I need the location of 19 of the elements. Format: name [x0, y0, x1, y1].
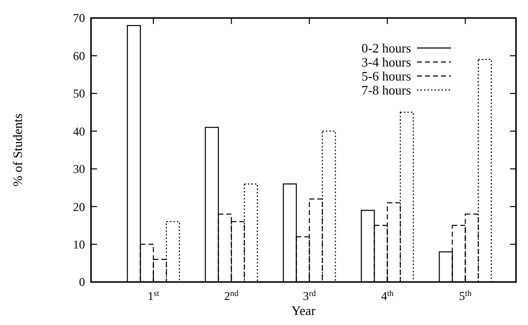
legend-label: 7-8 hours — [362, 82, 411, 98]
y-tick-label: 50 — [73, 86, 85, 101]
y-tick-label: 30 — [73, 162, 85, 176]
x-tick-label: 5$^{th}$ — [459, 288, 472, 303]
y-tick-label: 0 — [79, 275, 85, 290]
y-tick-label: 10 — [73, 237, 85, 252]
legend-label: 5-6 hours — [362, 68, 411, 84]
y-axis-title: % of Students — [10, 114, 25, 186]
y-tick-label: 20 — [73, 200, 85, 214]
y-tick-label: 40 — [73, 124, 85, 138]
x-tick-label: 4$^{th}$ — [381, 288, 394, 303]
x-tick-label: 3$^{rd}$ — [302, 288, 317, 303]
legend-label: 3-4 hours — [362, 54, 411, 70]
x-tick-label: 2$^{nd}$ — [224, 288, 240, 303]
x-tick-label: 1$^{st}$ — [148, 288, 160, 303]
y-tick-label: 70 — [73, 11, 85, 26]
y-tick-label: 60 — [73, 48, 85, 63]
x-axis-title: Year — [292, 303, 316, 318]
legend-label: 0-2 hours — [362, 40, 411, 56]
